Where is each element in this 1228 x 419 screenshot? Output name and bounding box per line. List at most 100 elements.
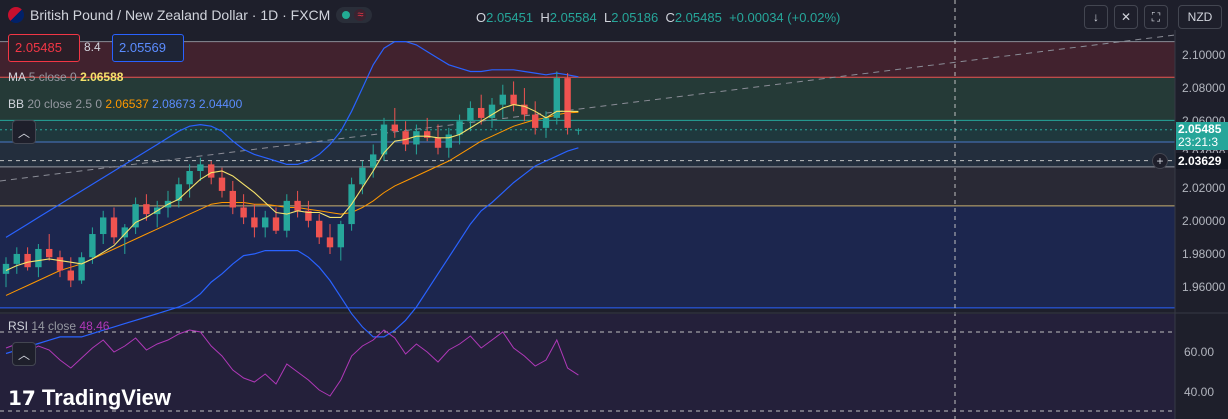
- candle-body: [521, 104, 528, 115]
- bb-name: BB: [8, 97, 25, 111]
- upper-green-zone: [0, 77, 1175, 121]
- ma-value: 2.06588: [80, 70, 124, 84]
- neutral-zone: [0, 166, 1175, 206]
- ma-name: MA: [8, 70, 26, 84]
- candle-body: [197, 164, 204, 171]
- collapse-rsi-button[interactable]: ︿: [12, 342, 36, 366]
- candle-body: [208, 164, 215, 178]
- scroll-down-button[interactable]: ↓: [1084, 5, 1108, 29]
- rsi-axis-tick: 40.00: [1184, 385, 1215, 399]
- last-price-value: 2.05485: [1178, 121, 1222, 136]
- ma-params: 5 close 0: [28, 70, 77, 84]
- candle-body: [24, 253, 31, 268]
- ma-line: [5, 104, 579, 272]
- tradingview-logo[interactable]: 𝟭𝟳 TradingView: [8, 385, 171, 411]
- candle-body: [121, 227, 128, 238]
- sell-button[interactable]: 2.05485: [8, 34, 80, 62]
- candle-body: [488, 104, 496, 118]
- rsi-line: [5, 329, 579, 397]
- candle-body: [89, 234, 96, 258]
- candle-body: [2, 263, 10, 274]
- price-axis-tick: 2.00000: [1182, 213, 1226, 228]
- candle-body: [56, 257, 64, 271]
- candle-body: [326, 237, 334, 248]
- bb-lower-band: [5, 147, 579, 355]
- candle-body: [251, 217, 258, 228]
- symbol-title[interactable]: British Pound / New Zealand Dollar · 1D …: [30, 7, 331, 23]
- spread-value: 8.4: [84, 40, 101, 54]
- ma-legend[interactable]: MA 5 close 0 2.06588: [8, 70, 123, 84]
- crosshair-price-tag: 2.03629: [1176, 152, 1228, 169]
- candle-body: [305, 210, 312, 221]
- bb-basis-value: 2.06537: [105, 97, 149, 111]
- candle-body: [337, 224, 344, 248]
- candle-body: [445, 134, 452, 148]
- candle-body: [46, 248, 53, 258]
- change-value: +0.00034 (+0.02%): [729, 10, 841, 25]
- candle-body: [218, 177, 226, 191]
- candle-body: [478, 107, 485, 118]
- collapse-button[interactable]: ✕: [1114, 5, 1138, 29]
- candle-body: [391, 124, 398, 132]
- candle-body: [316, 220, 323, 238]
- bb-basis-line: [5, 111, 579, 296]
- candle-body: [370, 154, 377, 168]
- ohlc-readout: O2.05451 H2.05584 L2.05186 C2.05485 +0.0…: [476, 10, 840, 25]
- chevron-up-icon: ︿: [17, 125, 30, 140]
- candle-body: [553, 78, 560, 118]
- bb-upper-band: [5, 41, 579, 238]
- candle-body: [359, 167, 366, 185]
- candle-body: [100, 217, 107, 235]
- mid-zone: [0, 120, 1175, 142]
- lower-zone: [0, 141, 1175, 167]
- price-axis-tick: 1.96000: [1182, 280, 1226, 295]
- candle-body: [499, 94, 506, 105]
- market-open-dot-icon: [342, 11, 351, 19]
- rsi-pane-background: [0, 314, 1175, 419]
- support-zone: [0, 205, 1175, 308]
- candle-body: [186, 171, 193, 185]
- candle-body: [283, 200, 290, 231]
- candle-body: [575, 129, 582, 131]
- rsi-name: RSI: [8, 319, 29, 333]
- open-label: O: [476, 10, 487, 25]
- close-value: 2.05485: [674, 10, 722, 25]
- candle-body: [262, 217, 269, 228]
- logo-text: TradingView: [41, 385, 172, 410]
- open-value: 2.05451: [486, 10, 534, 25]
- rsi-legend[interactable]: RSI 14 close 48.46: [8, 319, 109, 333]
- candle-body: [240, 207, 247, 218]
- candle-body: [564, 78, 571, 128]
- candle-body: [456, 121, 463, 135]
- rsi-axis-tick: 60.00: [1184, 345, 1215, 359]
- buy-button[interactable]: 2.05569: [112, 34, 184, 62]
- currency-label: NZD: [1187, 10, 1213, 24]
- fullscreen-icon: ⛶: [1151, 9, 1161, 24]
- rsi-params: 14 close: [31, 319, 77, 333]
- candle-body: [434, 137, 442, 148]
- candle-body: [229, 190, 236, 208]
- collapse-icon: ✕: [1120, 10, 1132, 24]
- candle-body: [467, 107, 474, 122]
- currency-button[interactable]: NZD: [1178, 5, 1222, 29]
- bb-legend[interactable]: BB 20 close 2.5 0 2.06537 2.08673 2.0440…: [8, 97, 242, 111]
- candle-body: [532, 114, 539, 128]
- candle-body: [542, 117, 550, 128]
- candle-body: [510, 94, 517, 105]
- candle-body: [78, 257, 85, 281]
- candle-body: [132, 204, 139, 228]
- candle-body: [143, 204, 150, 215]
- currency-flag-icon: [8, 7, 24, 23]
- low-value: 2.05186: [611, 10, 659, 25]
- fullscreen-button[interactable]: ⛶: [1144, 5, 1168, 29]
- add-alert-plus-icon[interactable]: +: [1152, 152, 1168, 169]
- collapse-legend-button[interactable]: ︿: [12, 120, 36, 144]
- rsi-value: 48.46: [79, 319, 110, 333]
- candle-body: [413, 131, 420, 145]
- candle-body: [110, 217, 118, 238]
- market-status-pill[interactable]: ≈: [336, 7, 373, 23]
- candle-body: [175, 184, 182, 201]
- symbol-header[interactable]: British Pound / New Zealand Dollar · 1D …: [8, 7, 373, 23]
